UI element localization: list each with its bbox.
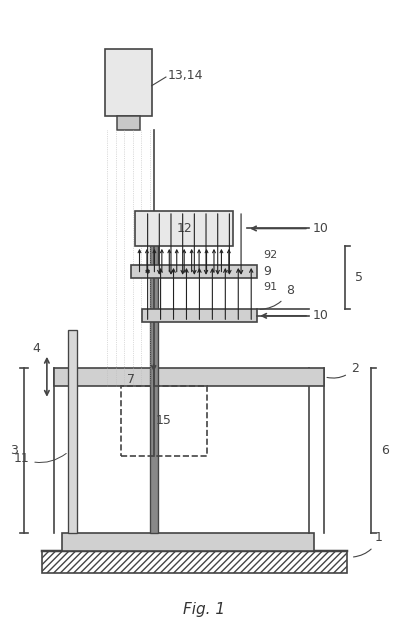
Text: 12: 12 (176, 222, 192, 235)
Text: 13,14: 13,14 (168, 69, 203, 82)
Bar (105, 49, 152, 115)
Text: 2: 2 (327, 362, 359, 378)
Bar (150, 211, 158, 533)
Bar (135, 211, 233, 246)
Text: 11: 11 (13, 452, 66, 465)
Bar (142, 309, 257, 322)
Text: 1: 1 (353, 531, 383, 557)
Bar (117, 115, 140, 130)
Text: 7: 7 (127, 373, 135, 387)
Text: 3: 3 (10, 444, 18, 457)
Text: 10: 10 (313, 222, 329, 235)
Text: 6: 6 (381, 444, 389, 457)
Text: 92: 92 (263, 251, 278, 260)
Text: 8: 8 (260, 284, 294, 309)
Bar (121, 386, 207, 456)
Text: Fig. 1: Fig. 1 (184, 602, 225, 618)
Text: 9: 9 (263, 265, 271, 278)
Text: 5: 5 (355, 271, 363, 284)
Bar (54, 368, 324, 386)
Bar (62, 533, 314, 551)
Text: 10: 10 (313, 309, 329, 322)
Bar (42, 551, 347, 573)
Bar (68, 330, 77, 533)
Bar (131, 265, 257, 278)
Text: 15: 15 (156, 414, 172, 427)
Text: 4: 4 (33, 343, 40, 355)
Text: 91: 91 (263, 282, 278, 292)
